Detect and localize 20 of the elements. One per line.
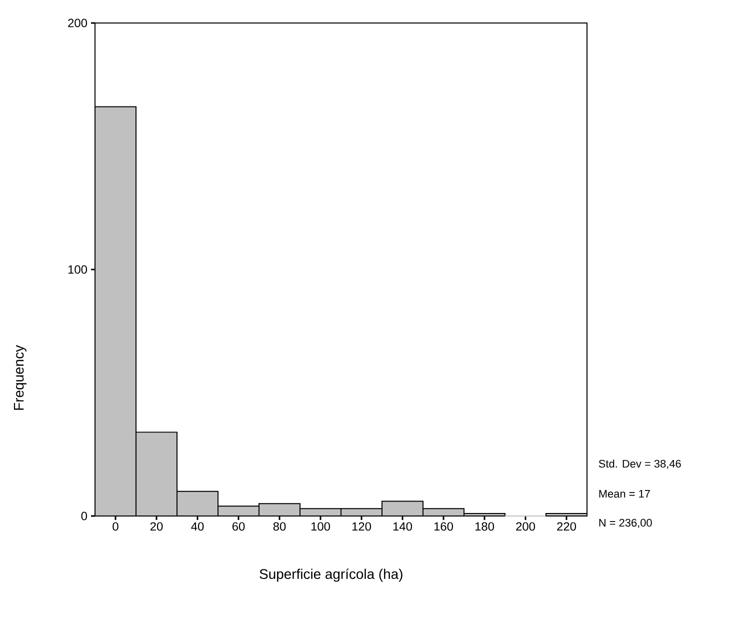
text: Std. Dev = 38,46 [598,460,681,469]
x-tick-label: 40 [191,522,204,531]
x-tick-label: 200 [516,522,536,531]
x-tick-label: 0 [112,522,118,531]
x-tick-label: 220 [557,522,576,531]
x-tick-label: 60 [232,522,245,531]
y-tick-label: 200 [68,18,88,28]
x-axis-title: Superficie agrícola (ha) [260,568,402,582]
x-tick-label: 100 [311,522,330,531]
y-tick-label: 100 [68,265,88,274]
text: Mean = 17 [599,490,650,498]
text: N = 236,00 [599,518,652,528]
x-tick-label: 180 [475,522,494,531]
x-tick-label: 20 [150,522,163,531]
x-tick-label: 140 [393,522,412,531]
x-tick-label: 120 [352,522,372,531]
x-tick-label: 160 [434,522,454,531]
x-tick-label: 80 [273,522,286,531]
y-tick-label: 0 [81,512,88,520]
y-axis-title: Frequency [14,345,26,410]
